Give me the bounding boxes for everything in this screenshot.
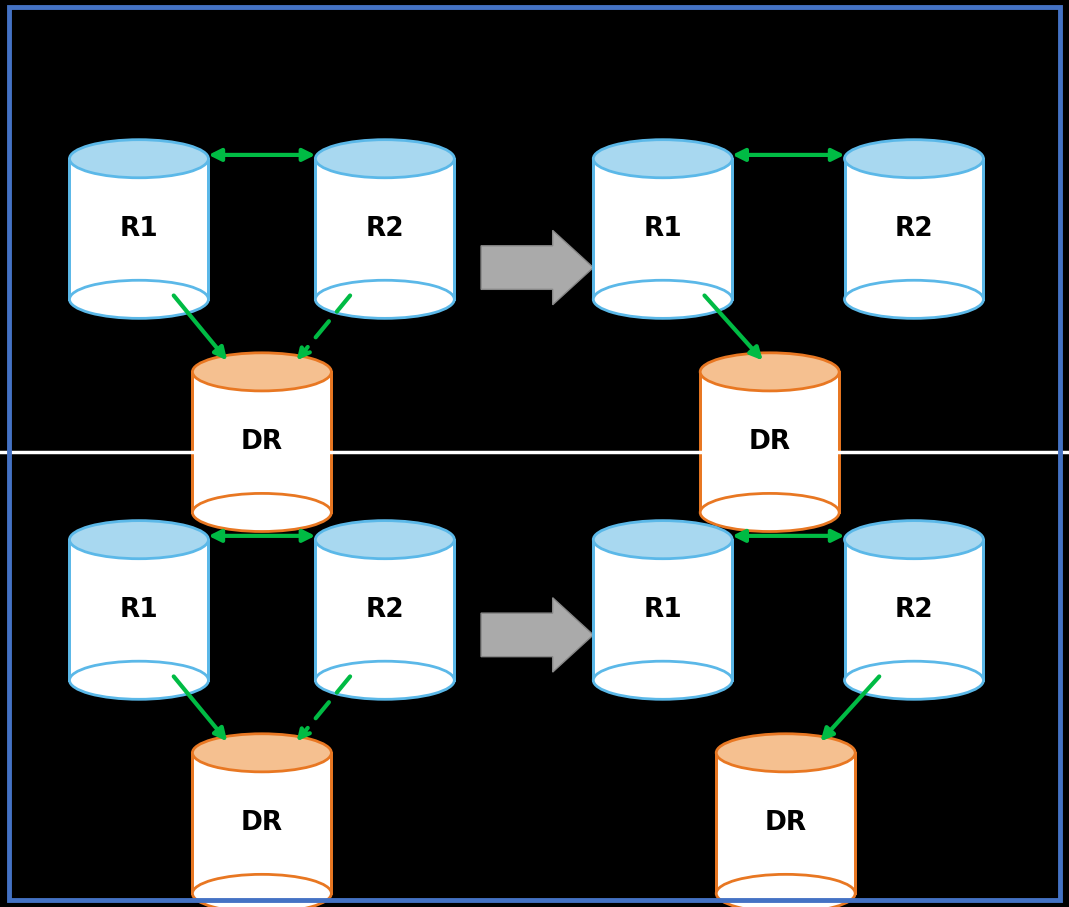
Ellipse shape (845, 521, 983, 559)
Polygon shape (593, 540, 732, 680)
Ellipse shape (69, 521, 208, 559)
Ellipse shape (716, 874, 855, 907)
Polygon shape (315, 159, 454, 299)
Ellipse shape (315, 521, 454, 559)
Polygon shape (192, 372, 331, 512)
Ellipse shape (69, 140, 208, 178)
Polygon shape (69, 159, 208, 299)
Ellipse shape (315, 280, 454, 318)
Polygon shape (845, 540, 983, 680)
Ellipse shape (845, 140, 983, 178)
Text: DR: DR (241, 429, 283, 455)
Ellipse shape (700, 493, 839, 532)
Text: R1: R1 (120, 597, 158, 623)
Polygon shape (593, 159, 732, 299)
Ellipse shape (192, 493, 331, 532)
Ellipse shape (315, 661, 454, 699)
Polygon shape (700, 372, 839, 512)
Text: R2: R2 (895, 216, 933, 242)
Text: R2: R2 (366, 216, 404, 242)
Text: R2: R2 (366, 597, 404, 623)
Text: R1: R1 (644, 597, 682, 623)
Ellipse shape (845, 661, 983, 699)
Polygon shape (315, 540, 454, 680)
Ellipse shape (315, 140, 454, 178)
Ellipse shape (192, 874, 331, 907)
Polygon shape (716, 753, 855, 893)
FancyArrow shape (481, 230, 593, 305)
Ellipse shape (700, 353, 839, 391)
Text: R1: R1 (120, 216, 158, 242)
Text: R2: R2 (895, 597, 933, 623)
Polygon shape (192, 753, 331, 893)
Text: DR: DR (241, 810, 283, 836)
Ellipse shape (69, 280, 208, 318)
Text: DR: DR (748, 429, 791, 455)
Ellipse shape (192, 734, 331, 772)
Ellipse shape (593, 140, 732, 178)
Polygon shape (845, 159, 983, 299)
Text: DR: DR (764, 810, 807, 836)
Ellipse shape (593, 280, 732, 318)
Polygon shape (69, 540, 208, 680)
Ellipse shape (593, 521, 732, 559)
FancyArrow shape (481, 598, 593, 672)
Ellipse shape (716, 734, 855, 772)
Ellipse shape (69, 661, 208, 699)
Ellipse shape (593, 661, 732, 699)
Ellipse shape (845, 280, 983, 318)
Text: R1: R1 (644, 216, 682, 242)
Ellipse shape (192, 353, 331, 391)
